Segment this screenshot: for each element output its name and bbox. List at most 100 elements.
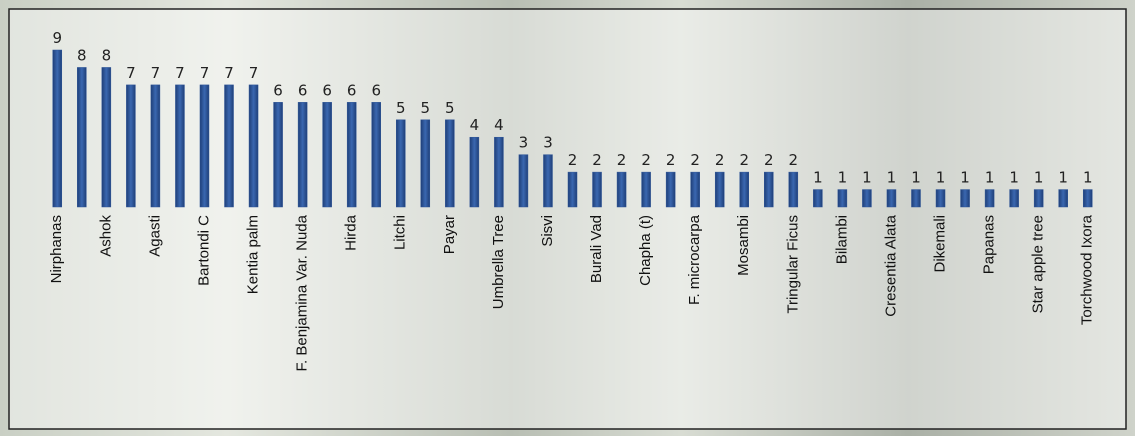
bar [494, 137, 503, 207]
value-label: 8 [77, 46, 87, 64]
x-tick-label: Sisvi [539, 215, 556, 247]
x-tick-label: Papanas [981, 215, 998, 274]
bar [961, 190, 970, 207]
bar [764, 172, 773, 207]
x-tick-label: Torchwood Ixora [1079, 214, 1096, 325]
bar [862, 190, 871, 207]
x-tick-label: Agasti [146, 215, 163, 257]
bar [838, 190, 847, 207]
value-label: 2 [617, 151, 627, 169]
bar [274, 102, 283, 207]
x-tick-label: Cresentia Alata [882, 214, 899, 316]
value-label: 6 [371, 81, 381, 99]
bar [1059, 190, 1068, 207]
value-label: 7 [175, 64, 185, 82]
bar [1034, 190, 1043, 207]
bar [543, 155, 552, 207]
value-label: 1 [1058, 169, 1068, 187]
bar [421, 120, 430, 207]
value-label: 6 [273, 81, 283, 99]
x-tick-label: Hirda [343, 214, 360, 251]
value-label: 2 [789, 151, 799, 169]
value-label: 4 [494, 116, 504, 134]
value-label: 1 [1083, 169, 1093, 187]
value-label: 1 [887, 169, 897, 187]
x-tick-label: Umbrella Tree [490, 215, 507, 309]
value-label: 6 [347, 81, 357, 99]
x-tick-label: Burali Vad [588, 215, 605, 283]
x-tick-label: Chapha (t) [637, 215, 654, 286]
x-tick-label: Bilambi [833, 215, 850, 264]
value-label: 1 [911, 169, 921, 187]
bar [617, 172, 626, 207]
bar [445, 120, 454, 207]
x-tick-label: F. microcarpa [686, 214, 703, 305]
value-label: 2 [715, 151, 725, 169]
value-label: 5 [445, 99, 455, 117]
value-label: 1 [838, 169, 848, 187]
bar [225, 85, 234, 207]
value-label: 7 [224, 64, 234, 82]
value-label: 7 [126, 64, 136, 82]
page: 9Nirphanas88Ashok77Agasti77Bartondi C77K… [0, 0, 1135, 436]
value-label: 2 [592, 151, 602, 169]
bar [642, 172, 651, 207]
value-label: 1 [936, 169, 946, 187]
bar [715, 172, 724, 207]
bar [323, 102, 332, 207]
value-label: 7 [200, 64, 210, 82]
x-tick-label: Litchi [392, 215, 409, 250]
x-tick-label: F. Benjamina Var. Nuda [294, 214, 311, 371]
bar [200, 85, 209, 207]
x-tick-label: Star apple tree [1030, 215, 1047, 313]
value-label: 1 [985, 169, 995, 187]
x-tick-label: Bartondi C [195, 215, 212, 286]
value-label: 7 [151, 64, 161, 82]
bar [936, 190, 945, 207]
bar [593, 172, 602, 207]
bar [372, 102, 381, 207]
chart: 9Nirphanas88Ashok77Agasti77Bartondi C77K… [0, 0, 1135, 436]
value-label: 2 [690, 151, 700, 169]
value-label: 3 [543, 134, 553, 152]
bar [887, 190, 896, 207]
bar [470, 137, 479, 207]
x-tick-label: Tringular Ficus [784, 215, 801, 314]
bar [519, 155, 528, 207]
value-label: 1 [813, 169, 823, 187]
bar [396, 120, 405, 207]
value-label: 5 [421, 99, 431, 117]
bar [691, 172, 700, 207]
value-label: 9 [52, 29, 62, 47]
bar [985, 190, 994, 207]
bar [789, 172, 798, 207]
value-label: 8 [102, 46, 112, 64]
bar [347, 102, 356, 207]
value-label: 1 [1034, 169, 1044, 187]
value-label: 2 [764, 151, 774, 169]
bar [126, 85, 135, 207]
bar [298, 102, 307, 207]
bar [102, 67, 111, 207]
bar [568, 172, 577, 207]
bar [666, 172, 675, 207]
value-label: 2 [739, 151, 749, 169]
bar [911, 190, 920, 207]
x-tick-label: Ashok [97, 215, 114, 257]
value-label: 6 [322, 81, 332, 99]
value-label: 1 [862, 169, 872, 187]
x-tick-label: Payar [441, 215, 458, 254]
bar [740, 172, 749, 207]
x-tick-label: Mosambi [735, 215, 752, 276]
bar [77, 67, 86, 207]
bar [1083, 190, 1092, 207]
bar [151, 85, 160, 207]
value-label: 1 [960, 169, 970, 187]
value-label: 1 [1009, 169, 1019, 187]
value-label: 2 [641, 151, 651, 169]
bar [249, 85, 258, 207]
value-label: 5 [396, 99, 406, 117]
x-tick-label: Dikemali [931, 215, 948, 273]
bar [53, 50, 62, 207]
value-label: 2 [568, 151, 578, 169]
